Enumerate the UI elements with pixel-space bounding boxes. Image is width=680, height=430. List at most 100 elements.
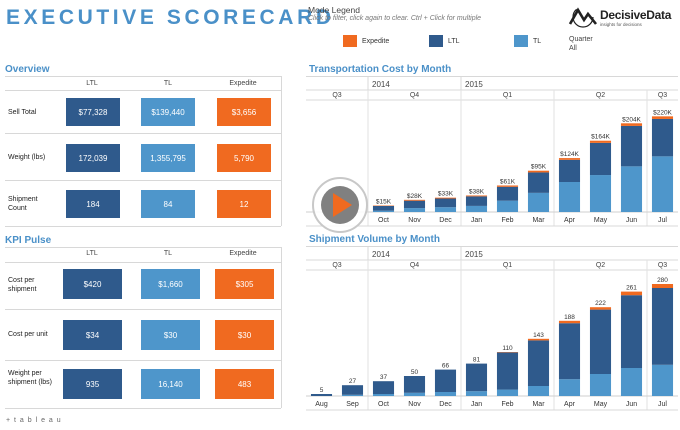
bar-segment-expedite[interactable] bbox=[496, 185, 519, 187]
bar-dec[interactable] bbox=[434, 369, 457, 396]
bar-feb[interactable] bbox=[496, 352, 519, 396]
bar-segment-ltl[interactable] bbox=[651, 118, 674, 157]
play-button[interactable] bbox=[312, 177, 368, 233]
bar-segment-tl[interactable] bbox=[465, 391, 488, 396]
bar-segment-expedite[interactable] bbox=[651, 116, 674, 119]
overview-tl-shipment-count[interactable]: 84 bbox=[141, 190, 195, 218]
bar-may[interactable] bbox=[589, 307, 612, 396]
bar-segment-tl[interactable] bbox=[620, 368, 643, 396]
bar-segment-ltl[interactable] bbox=[558, 323, 581, 380]
bar-segment-ltl[interactable] bbox=[372, 205, 395, 211]
kpi-expedite-cost-per-unit[interactable]: $30 bbox=[215, 320, 274, 350]
bar-segment-tl[interactable] bbox=[620, 166, 643, 212]
bar-segment-ltl[interactable] bbox=[434, 369, 457, 392]
bar-segment-expedite[interactable] bbox=[558, 320, 581, 324]
bar-segment-tl[interactable] bbox=[434, 392, 457, 396]
bar-segment-tl[interactable] bbox=[527, 386, 550, 396]
kpi-tl-cost-per-shipment[interactable]: $1,660 bbox=[141, 269, 200, 299]
bar-nov[interactable] bbox=[403, 376, 426, 396]
bar-segment-tl[interactable] bbox=[589, 374, 612, 396]
bar-may[interactable] bbox=[589, 140, 612, 212]
bar-mar[interactable] bbox=[527, 338, 550, 396]
bar-segment-ltl[interactable] bbox=[589, 142, 612, 176]
bar-segment-ltl[interactable] bbox=[341, 385, 364, 395]
bar-oct[interactable] bbox=[372, 381, 395, 396]
bar-segment-expedite[interactable] bbox=[465, 195, 488, 197]
overview-expedite-shipment-count[interactable]: 12 bbox=[217, 190, 271, 218]
overview-ltl-sell-total[interactable]: $77,328 bbox=[66, 98, 120, 126]
bar-oct[interactable] bbox=[372, 205, 395, 212]
overview-ltl-weight[interactable]: 172,039 bbox=[66, 144, 120, 172]
bar-segment-ltl[interactable] bbox=[496, 352, 519, 390]
bar-jan[interactable] bbox=[465, 195, 488, 212]
kpi-tl-weight-per-shipment[interactable]: 16,140 bbox=[141, 369, 200, 399]
kpi-ltl-cost-per-unit[interactable]: $34 bbox=[63, 320, 122, 350]
overview-ltl-shipment-count[interactable]: 184 bbox=[66, 190, 120, 218]
bar-segment-ltl[interactable] bbox=[434, 198, 457, 208]
bar-segment-expedite[interactable] bbox=[620, 291, 643, 296]
bar-segment-ltl[interactable] bbox=[651, 288, 674, 365]
bar-segment-tl[interactable] bbox=[496, 200, 519, 212]
bar-segment-tl[interactable] bbox=[341, 394, 364, 396]
legend-item-tl[interactable]: TL bbox=[514, 35, 541, 47]
bar-nov[interactable] bbox=[403, 199, 426, 212]
bar-segment-ltl[interactable] bbox=[527, 172, 550, 193]
bar-jul[interactable] bbox=[651, 284, 674, 396]
overview-tl-weight[interactable]: 1,355,795 bbox=[141, 144, 195, 172]
bar-segment-expedite[interactable] bbox=[403, 199, 426, 201]
bar-segment-ltl[interactable] bbox=[496, 186, 519, 201]
bar-segment-ltl[interactable] bbox=[620, 125, 643, 167]
bar-apr[interactable] bbox=[558, 320, 581, 396]
overview-expedite-sell-total[interactable]: $3,656 bbox=[217, 98, 271, 126]
overview-expedite-weight[interactable]: 5,790 bbox=[217, 144, 271, 172]
bar-segment-expedite[interactable] bbox=[527, 170, 550, 173]
bar-segment-tl[interactable] bbox=[558, 182, 581, 212]
bar-jun[interactable] bbox=[620, 291, 643, 396]
bar-segment-ltl[interactable] bbox=[620, 295, 643, 368]
kpi-expedite-cost-per-shipment[interactable]: $305 bbox=[215, 269, 274, 299]
bar-jan[interactable] bbox=[465, 363, 488, 396]
bar-segment-expedite[interactable] bbox=[589, 307, 612, 310]
bar-mar[interactable] bbox=[527, 170, 550, 212]
quarter-filter[interactable]: Quarter All bbox=[569, 35, 593, 53]
bar-segment-ltl[interactable] bbox=[558, 159, 581, 182]
bar-feb[interactable] bbox=[496, 185, 519, 212]
legend-item-expedite[interactable]: Expedite bbox=[343, 35, 389, 47]
bar-segment-expedite[interactable] bbox=[527, 338, 550, 341]
bar-segment-tl[interactable] bbox=[372, 210, 395, 212]
bar-segment-ltl[interactable] bbox=[465, 363, 488, 392]
bar-segment-ltl[interactable] bbox=[589, 309, 612, 374]
bar-segment-ltl[interactable] bbox=[372, 381, 395, 394]
bar-segment-ltl[interactable] bbox=[310, 394, 333, 396]
bar-segment-tl[interactable] bbox=[527, 192, 550, 212]
bar-segment-tl[interactable] bbox=[434, 207, 457, 212]
kpi-expedite-weight-per-shipment[interactable]: 483 bbox=[215, 369, 274, 399]
bar-aug[interactable] bbox=[310, 394, 333, 396]
bar-segment-expedite[interactable] bbox=[434, 197, 457, 199]
shipment-volume-chart[interactable]: 2014 2015 Q3 Q4 Q1 Q2 Q3 5 Aug 27 Sep 37 Oct 50 Nov 66 D… bbox=[306, 246, 678, 412]
bar-segment-tl[interactable] bbox=[651, 364, 674, 396]
bar-segment-ltl[interactable] bbox=[403, 200, 426, 209]
overview-tl-sell-total[interactable]: $139,440 bbox=[141, 98, 195, 126]
bar-segment-tl[interactable] bbox=[651, 156, 674, 212]
bar-segment-tl[interactable] bbox=[558, 379, 581, 396]
legend-item-ltl[interactable]: LTL bbox=[429, 35, 460, 47]
bar-segment-ltl[interactable] bbox=[465, 196, 488, 206]
bar-jul[interactable] bbox=[651, 116, 674, 212]
bar-dec[interactable] bbox=[434, 197, 457, 212]
kpi-tl-cost-per-unit[interactable]: $30 bbox=[141, 320, 200, 350]
transportation-cost-chart[interactable]: 2014 2015 Q3 Q4 Q1 Q2 Q3 $15K Oct $28K Nov $33K Dec $… bbox=[306, 76, 678, 228]
bar-segment-expedite[interactable] bbox=[651, 284, 674, 288]
bar-segment-tl[interactable] bbox=[403, 208, 426, 212]
bar-segment-tl[interactable] bbox=[496, 389, 519, 396]
bar-jun[interactable] bbox=[620, 123, 643, 212]
bar-segment-ltl[interactable] bbox=[527, 340, 550, 386]
bar-segment-expedite[interactable] bbox=[589, 140, 612, 143]
bar-sep[interactable] bbox=[341, 385, 364, 396]
kpi-ltl-cost-per-shipment[interactable]: $420 bbox=[63, 269, 122, 299]
bar-segment-tl[interactable] bbox=[403, 392, 426, 396]
bar-segment-expedite[interactable] bbox=[620, 123, 643, 126]
kpi-ltl-weight-per-shipment[interactable]: 935 bbox=[63, 369, 122, 399]
bar-segment-tl[interactable] bbox=[589, 175, 612, 212]
bar-segment-expedite[interactable] bbox=[558, 158, 581, 160]
